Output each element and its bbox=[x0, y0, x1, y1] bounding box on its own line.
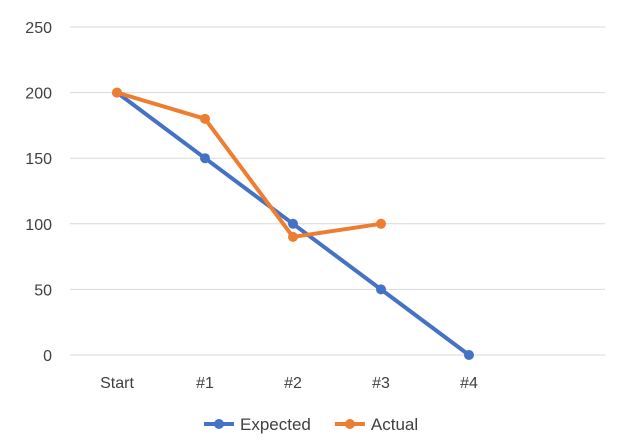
x-tick-label: #3 bbox=[372, 375, 390, 392]
legend: Expected Actual bbox=[204, 415, 418, 434]
y-tick-label: 100 bbox=[25, 217, 52, 234]
series-line-actual bbox=[115, 90, 383, 239]
legend-item-expected: Expected bbox=[204, 415, 311, 434]
legend-item-actual: Actual bbox=[334, 415, 418, 434]
legend-label: Actual bbox=[371, 415, 418, 434]
legend-swatch-marker bbox=[214, 419, 224, 429]
y-axis-tick-labels: 0 50 100 150 200 250 bbox=[25, 20, 52, 365]
gridlines bbox=[70, 26, 605, 356]
y-tick-label: 0 bbox=[43, 348, 52, 365]
data-point-actual bbox=[376, 218, 386, 229]
legend-label: Expected bbox=[240, 415, 311, 434]
data-point-actual bbox=[112, 87, 122, 98]
series bbox=[112, 87, 474, 360]
data-point-expected bbox=[464, 350, 474, 360]
data-point-expected bbox=[376, 284, 386, 295]
data-point-actual bbox=[288, 231, 298, 242]
y-tick-label: 150 bbox=[25, 151, 52, 168]
x-tick-label: #2 bbox=[284, 375, 302, 392]
data-point-expected bbox=[200, 153, 210, 164]
series-actual bbox=[112, 87, 386, 242]
y-tick-label: 200 bbox=[25, 86, 52, 103]
data-point-expected bbox=[288, 218, 298, 229]
legend-swatch-marker bbox=[344, 419, 355, 429]
x-tick-label: #1 bbox=[196, 375, 214, 392]
series-expected bbox=[112, 87, 474, 360]
data-point-actual bbox=[200, 113, 210, 124]
x-tick-label: #4 bbox=[460, 375, 478, 392]
x-axis-tick-labels: Start #1 #2 #3 #4 bbox=[100, 375, 478, 392]
y-tick-label: 250 bbox=[25, 20, 52, 37]
x-tick-label: Start bbox=[100, 375, 134, 392]
y-tick-label: 50 bbox=[34, 282, 52, 299]
